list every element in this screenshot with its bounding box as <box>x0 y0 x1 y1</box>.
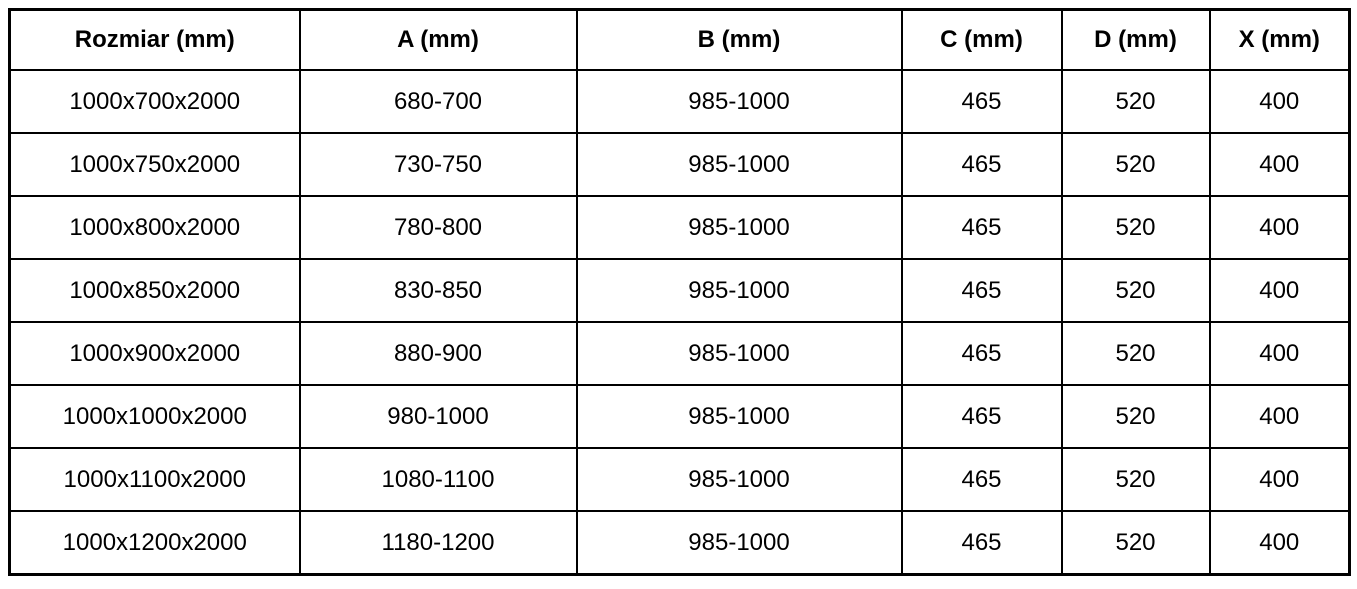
table-row: 1000x850x2000 830-850 985-1000 465 520 4… <box>8 258 1351 323</box>
cell-a: 880-900 <box>298 321 578 386</box>
cell-x: 400 <box>1208 510 1351 576</box>
table-row: 1000x1100x2000 1080-1100 985-1000 465 52… <box>8 447 1351 512</box>
cell-b: 985-1000 <box>575 132 903 197</box>
cell-b: 985-1000 <box>575 384 903 449</box>
cell-c: 465 <box>900 447 1063 512</box>
cell-d: 520 <box>1060 321 1211 386</box>
cell-x: 400 <box>1208 195 1351 260</box>
cell-a: 830-850 <box>298 258 578 323</box>
column-header-rozmiar: Rozmiar (mm) <box>8 8 301 71</box>
table-row: 1000x800x2000 780-800 985-1000 465 520 4… <box>8 195 1351 260</box>
cell-a: 1080-1100 <box>298 447 578 512</box>
cell-c: 465 <box>900 258 1063 323</box>
cell-x: 400 <box>1208 384 1351 449</box>
table-header: Rozmiar (mm) A (mm) B (mm) C (mm) D (mm)… <box>8 8 1351 71</box>
column-header-x: X (mm) <box>1208 8 1351 71</box>
cell-rozmiar: 1000x850x2000 <box>8 258 301 323</box>
cell-d: 520 <box>1060 384 1211 449</box>
cell-c: 465 <box>900 132 1063 197</box>
cell-d: 520 <box>1060 258 1211 323</box>
cell-rozmiar: 1000x700x2000 <box>8 69 301 134</box>
cell-rozmiar: 1000x750x2000 <box>8 132 301 197</box>
table-row: 1000x750x2000 730-750 985-1000 465 520 4… <box>8 132 1351 197</box>
cell-a: 1180-1200 <box>298 510 578 576</box>
cell-c: 465 <box>900 510 1063 576</box>
cell-rozmiar: 1000x1000x2000 <box>8 384 301 449</box>
column-header-a: A (mm) <box>298 8 578 71</box>
cell-a: 980-1000 <box>298 384 578 449</box>
cell-c: 465 <box>900 195 1063 260</box>
cell-rozmiar: 1000x1100x2000 <box>8 447 301 512</box>
table-row: 1000x900x2000 880-900 985-1000 465 520 4… <box>8 321 1351 386</box>
table-row: 1000x700x2000 680-700 985-1000 465 520 4… <box>8 69 1351 134</box>
cell-a: 780-800 <box>298 195 578 260</box>
cell-c: 465 <box>900 384 1063 449</box>
cell-d: 520 <box>1060 69 1211 134</box>
cell-d: 520 <box>1060 132 1211 197</box>
column-header-c: C (mm) <box>900 8 1063 71</box>
cell-rozmiar: 1000x1200x2000 <box>8 510 301 576</box>
cell-b: 985-1000 <box>575 447 903 512</box>
cell-b: 985-1000 <box>575 510 903 576</box>
cell-c: 465 <box>900 321 1063 386</box>
dimensions-table: Rozmiar (mm) A (mm) B (mm) C (mm) D (mm)… <box>8 8 1351 576</box>
cell-b: 985-1000 <box>575 195 903 260</box>
table-body: 1000x700x2000 680-700 985-1000 465 520 4… <box>8 69 1351 576</box>
cell-x: 400 <box>1208 321 1351 386</box>
cell-b: 985-1000 <box>575 258 903 323</box>
cell-rozmiar: 1000x900x2000 <box>8 321 301 386</box>
cell-a: 730-750 <box>298 132 578 197</box>
table-row: 1000x1200x2000 1180-1200 985-1000 465 52… <box>8 510 1351 576</box>
cell-rozmiar: 1000x800x2000 <box>8 195 301 260</box>
header-row: Rozmiar (mm) A (mm) B (mm) C (mm) D (mm)… <box>8 8 1351 71</box>
cell-b: 985-1000 <box>575 321 903 386</box>
cell-d: 520 <box>1060 447 1211 512</box>
column-header-d: D (mm) <box>1060 8 1211 71</box>
table-row: 1000x1000x2000 980-1000 985-1000 465 520… <box>8 384 1351 449</box>
column-header-b: B (mm) <box>575 8 903 71</box>
cell-d: 520 <box>1060 195 1211 260</box>
cell-d: 520 <box>1060 510 1211 576</box>
cell-a: 680-700 <box>298 69 578 134</box>
cell-c: 465 <box>900 69 1063 134</box>
cell-b: 985-1000 <box>575 69 903 134</box>
cell-x: 400 <box>1208 258 1351 323</box>
cell-x: 400 <box>1208 447 1351 512</box>
cell-x: 400 <box>1208 132 1351 197</box>
cell-x: 400 <box>1208 69 1351 134</box>
